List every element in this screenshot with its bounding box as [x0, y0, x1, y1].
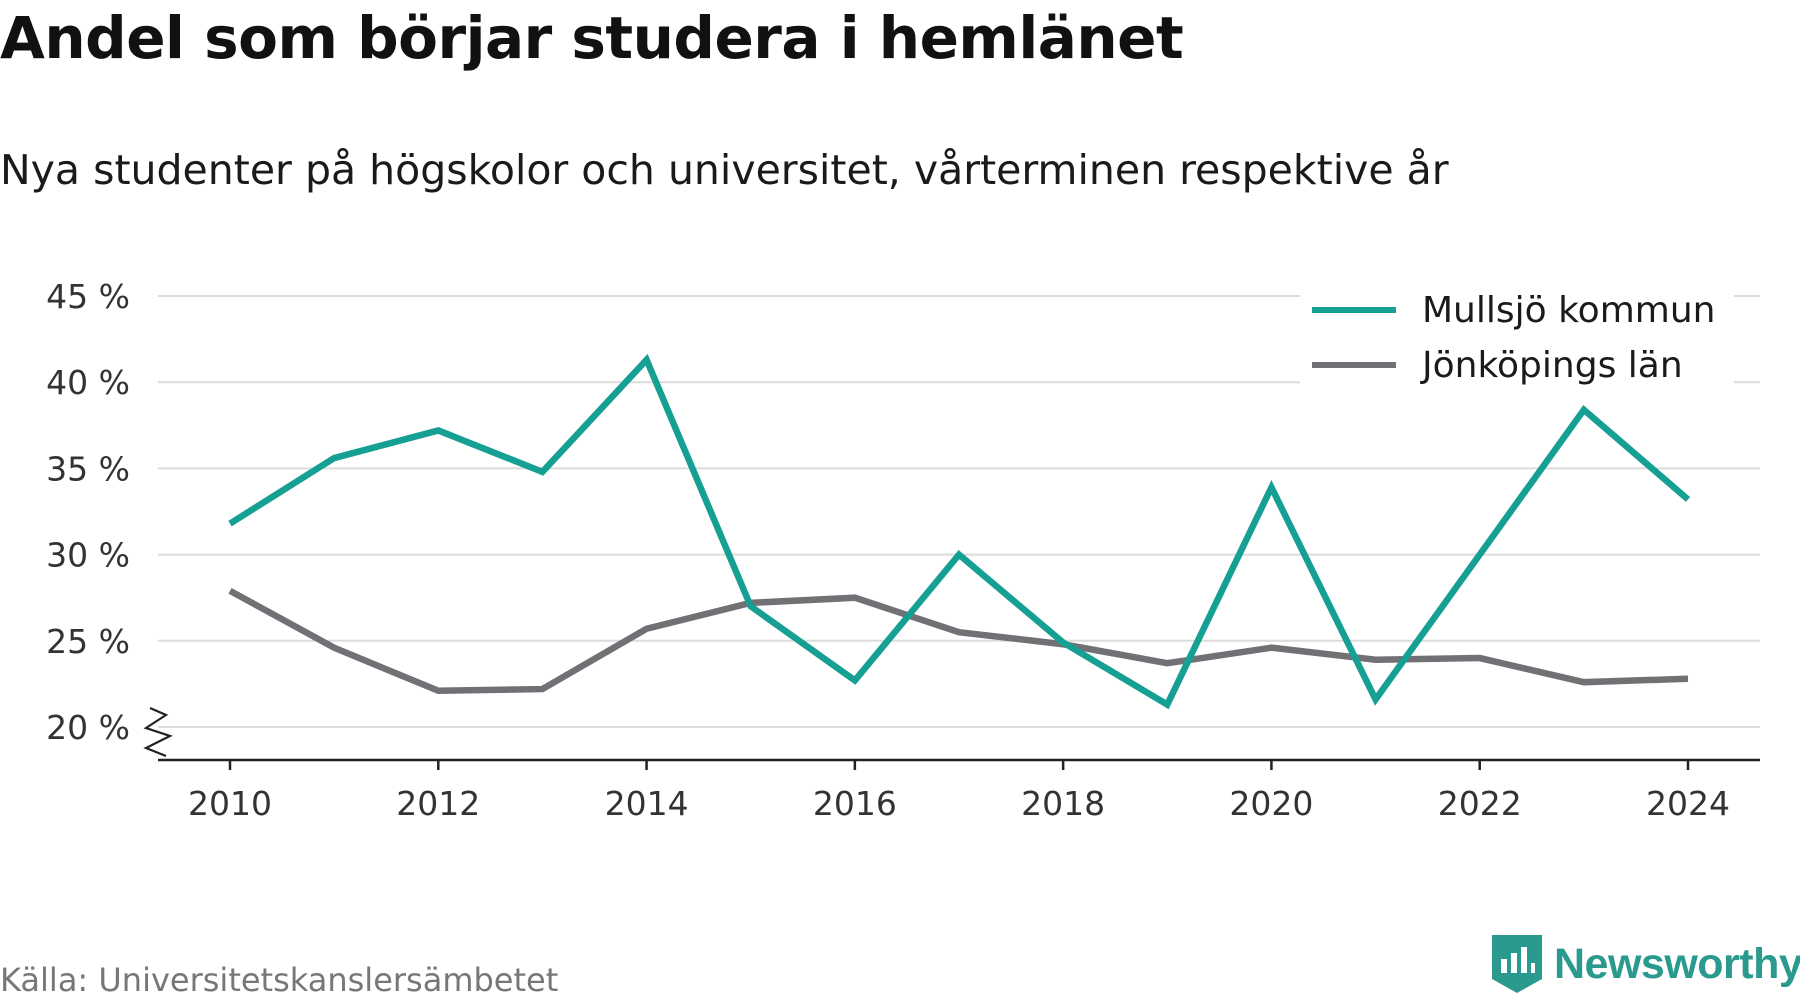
x-tick-label: 2014	[605, 784, 689, 823]
y-tick-label: 20 %	[46, 708, 130, 747]
chart-subtitle: Nya studenter på högskolor och universit…	[0, 146, 1449, 194]
series-line-jonkoping	[228, 587, 1689, 695]
y-tick-label: 25 %	[46, 622, 130, 661]
y-tick-label: 30 %	[46, 536, 130, 575]
x-tick-label: 2022	[1438, 784, 1522, 823]
y-tick-label: 40 %	[46, 363, 130, 402]
x-tick-label: 2012	[396, 784, 480, 823]
x-tick-label: 2020	[1229, 784, 1313, 823]
brand-name: Newsworthy	[1554, 939, 1800, 988]
source-note: Källa: Universitetskanslersämbetet	[0, 961, 559, 999]
x-tick-label: 2010	[188, 784, 272, 823]
y-tick-label: 35 %	[46, 449, 130, 488]
y-axis-tick-labels: 20 % 25 % 30 % 35 % 40 % 45 %	[46, 277, 173, 758]
y-tick-label: 45 %	[46, 277, 130, 316]
axis-break-icon	[143, 706, 173, 758]
data-series	[228, 353, 1691, 710]
x-tick-label: 2024	[1646, 784, 1730, 823]
chart-title: Andel som börjar studera i hemlänet	[0, 4, 1184, 72]
brand-logo: Newsworthy	[1492, 935, 1800, 993]
legend-label-mullsjo: Mullsjö kommun	[1422, 290, 1715, 331]
x-tick-label: 2018	[1021, 784, 1105, 823]
newsworthy-logo-icon	[1492, 935, 1542, 993]
legend-label-jonkoping: Jönköpings län	[1420, 345, 1683, 386]
series-line-mullsjo	[228, 353, 1691, 710]
x-tick-label: 2016	[813, 784, 897, 823]
x-axis: 2010 2012 2014 2016 2018 2020 2022 2024	[158, 758, 1760, 823]
legend: Mullsjö kommun Jönköpings län	[1300, 278, 1734, 386]
